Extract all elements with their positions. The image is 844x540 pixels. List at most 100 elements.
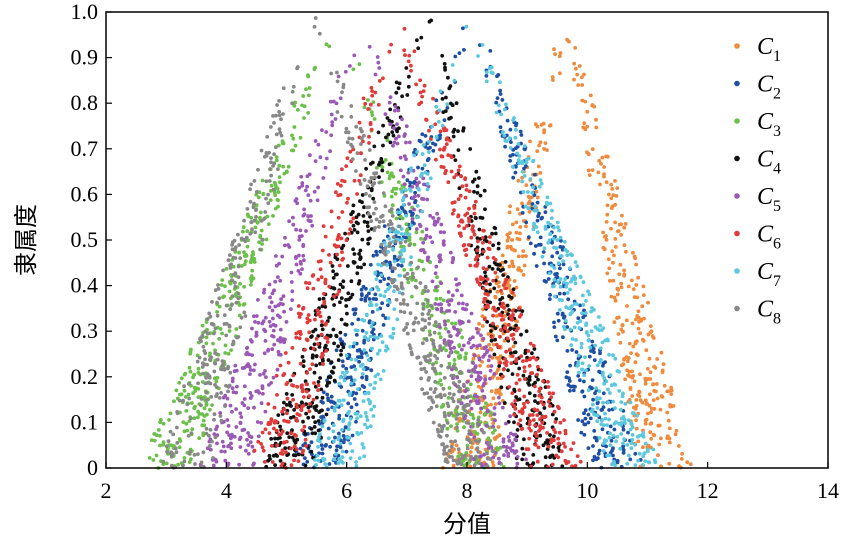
data-point bbox=[480, 314, 485, 318]
data-point bbox=[514, 123, 518, 128]
data-point bbox=[626, 418, 631, 423]
y-tick-label: 0.9 bbox=[71, 45, 99, 70]
data-point bbox=[290, 133, 294, 138]
data-point bbox=[572, 77, 576, 82]
data-point bbox=[494, 110, 499, 115]
data-point bbox=[490, 267, 495, 271]
data-point bbox=[491, 278, 496, 283]
data-point bbox=[226, 389, 230, 394]
data-point bbox=[249, 220, 254, 225]
data-point bbox=[339, 317, 344, 322]
data-point bbox=[273, 145, 278, 150]
data-point bbox=[551, 284, 555, 289]
data-point bbox=[447, 386, 452, 390]
data-point bbox=[347, 436, 352, 440]
data-point bbox=[464, 24, 469, 29]
data-point bbox=[320, 128, 324, 133]
data-point bbox=[271, 187, 276, 192]
data-point bbox=[438, 129, 443, 134]
data-point bbox=[641, 428, 645, 433]
data-point bbox=[485, 267, 489, 272]
data-point bbox=[582, 72, 586, 77]
data-point bbox=[455, 425, 459, 430]
data-point bbox=[517, 409, 522, 414]
data-point bbox=[355, 192, 359, 196]
data-point bbox=[507, 136, 512, 141]
data-point bbox=[273, 183, 278, 188]
data-point bbox=[332, 378, 337, 383]
data-point bbox=[538, 171, 543, 175]
data-point bbox=[178, 439, 183, 443]
data-point bbox=[414, 230, 419, 235]
data-point bbox=[576, 418, 580, 422]
data-point bbox=[429, 18, 433, 23]
data-point bbox=[621, 451, 626, 455]
data-point bbox=[387, 162, 392, 167]
data-point bbox=[592, 350, 596, 355]
data-point bbox=[486, 332, 491, 336]
legend-marker-c3 bbox=[734, 118, 740, 124]
data-point bbox=[213, 326, 218, 331]
data-point bbox=[434, 98, 439, 103]
data-point bbox=[578, 275, 583, 280]
data-point bbox=[217, 396, 222, 400]
data-point bbox=[381, 369, 386, 373]
data-point bbox=[558, 71, 562, 76]
data-point bbox=[531, 461, 536, 465]
data-point bbox=[232, 238, 237, 243]
data-point bbox=[320, 424, 325, 429]
data-point bbox=[378, 279, 383, 284]
data-point bbox=[213, 383, 217, 387]
data-point bbox=[524, 457, 528, 462]
data-point bbox=[210, 439, 214, 444]
data-point bbox=[299, 262, 303, 266]
data-point bbox=[547, 391, 552, 396]
data-point bbox=[594, 438, 599, 443]
data-point bbox=[403, 231, 408, 236]
data-point bbox=[604, 234, 608, 238]
data-point bbox=[273, 304, 278, 309]
data-point bbox=[291, 136, 296, 141]
data-point bbox=[475, 184, 480, 189]
data-point bbox=[306, 313, 311, 317]
data-point bbox=[462, 454, 467, 458]
data-point bbox=[531, 418, 536, 422]
data-point bbox=[312, 381, 316, 385]
data-point bbox=[552, 409, 557, 414]
data-point bbox=[368, 122, 373, 127]
data-point bbox=[639, 317, 644, 322]
data-point bbox=[550, 412, 555, 417]
data-point bbox=[185, 402, 190, 407]
data-point bbox=[228, 253, 232, 257]
data-point bbox=[484, 401, 488, 406]
data-point bbox=[296, 304, 301, 308]
data-point bbox=[280, 409, 284, 414]
data-point bbox=[323, 305, 328, 309]
data-point bbox=[401, 198, 405, 203]
data-point bbox=[657, 423, 662, 428]
data-point bbox=[527, 422, 532, 427]
data-point bbox=[316, 185, 320, 190]
data-point bbox=[256, 167, 260, 172]
data-point bbox=[611, 278, 616, 283]
data-point bbox=[614, 439, 618, 444]
data-point bbox=[404, 325, 408, 330]
data-point bbox=[220, 331, 225, 336]
data-point bbox=[289, 270, 294, 275]
data-point bbox=[500, 253, 505, 258]
data-point bbox=[481, 336, 486, 341]
data-point bbox=[277, 261, 281, 266]
data-point bbox=[173, 446, 178, 451]
data-point bbox=[270, 334, 274, 338]
data-point bbox=[402, 274, 407, 279]
data-point bbox=[343, 374, 347, 378]
data-point bbox=[482, 412, 487, 417]
data-point bbox=[285, 396, 290, 401]
data-point bbox=[337, 263, 342, 268]
data-point bbox=[454, 172, 459, 177]
data-point bbox=[474, 216, 478, 221]
data-point bbox=[535, 149, 540, 154]
data-point bbox=[422, 182, 426, 187]
data-point bbox=[260, 242, 264, 246]
data-point bbox=[602, 441, 607, 445]
